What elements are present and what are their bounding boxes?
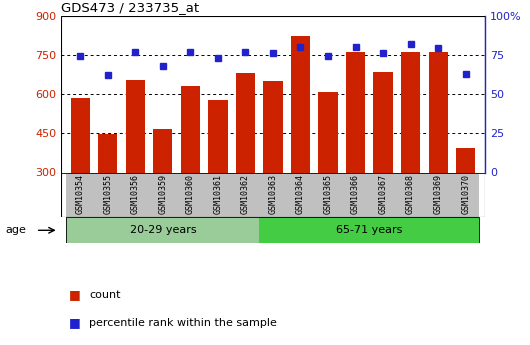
Text: GSM10364: GSM10364 [296,174,305,214]
Text: GSM10369: GSM10369 [434,174,443,214]
Bar [204,172,232,217]
Bar [319,92,338,172]
Text: GSM10367: GSM10367 [378,174,387,214]
Text: GSM10354: GSM10354 [76,174,85,214]
Bar [452,172,480,217]
Bar [291,37,310,172]
Text: GSM10370: GSM10370 [461,174,470,214]
Bar [425,172,452,217]
Bar [121,172,149,217]
Bar [429,52,448,172]
Text: percentile rank within the sample: percentile rank within the sample [89,318,277,327]
Bar [232,172,259,217]
Text: ■: ■ [69,316,81,329]
Bar [259,172,287,217]
Text: count: count [89,290,120,300]
Bar [342,172,369,217]
Text: GSM10368: GSM10368 [406,174,415,214]
Bar [149,172,176,217]
Bar [208,100,227,172]
Bar [98,134,117,172]
Bar [401,52,420,172]
Text: age: age [5,225,26,235]
Text: GSM10366: GSM10366 [351,174,360,214]
Bar [287,172,314,217]
Bar [369,172,397,217]
Bar [456,148,475,172]
Text: GSM10365: GSM10365 [323,174,332,214]
Text: GSM10356: GSM10356 [131,174,140,214]
Text: GSM10359: GSM10359 [158,174,167,214]
Bar [181,86,200,172]
Text: GSM10363: GSM10363 [269,174,277,214]
Text: GSM10355: GSM10355 [103,174,112,214]
Text: GSM10360: GSM10360 [186,174,195,214]
Bar [397,172,425,217]
Text: GSM10361: GSM10361 [214,174,223,214]
Text: 20-29 years: 20-29 years [129,225,196,235]
Text: GDS473 / 233735_at: GDS473 / 233735_at [61,1,199,14]
Bar [259,217,480,243]
Text: ■: ■ [69,288,81,302]
Bar [263,81,282,172]
Bar [176,172,204,217]
Text: 65-71 years: 65-71 years [336,225,402,235]
Text: GSM10362: GSM10362 [241,174,250,214]
Bar [70,98,90,172]
Bar [66,172,94,217]
Bar [346,52,365,172]
Bar [374,72,393,172]
Bar [314,172,342,217]
Bar [236,73,255,172]
Bar [94,172,121,217]
Bar [66,217,259,243]
Bar [153,129,172,172]
Bar [126,80,145,172]
